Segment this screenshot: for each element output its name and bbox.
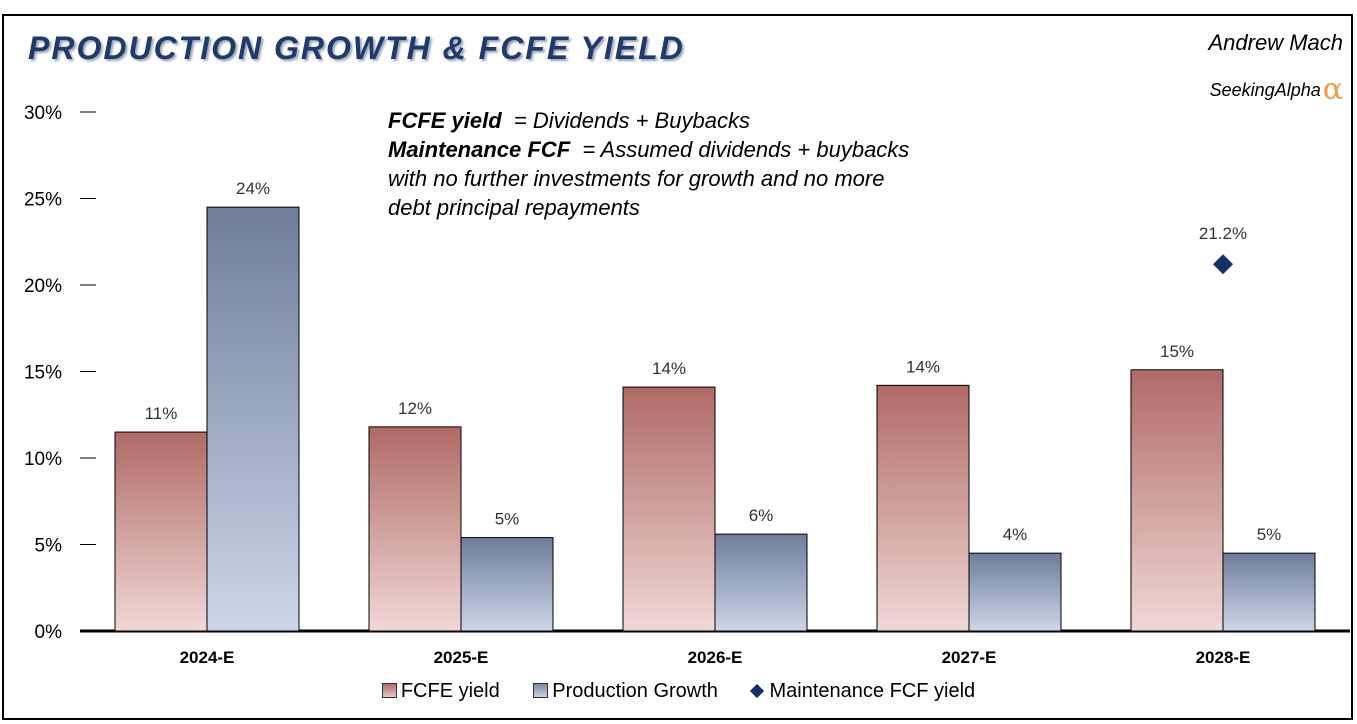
chart-title: PRODUCTION GROWTH & FCFE YIELD [28, 30, 685, 66]
data-label: 24% [236, 179, 270, 198]
brand-logo: SeekingAlphaα [1210, 72, 1343, 107]
legend-swatch-maintenance [749, 683, 764, 699]
bar-fcfe-yield [876, 384, 970, 632]
data-label: 11% [145, 404, 178, 423]
legend-label-maintenance: Maintenance FCF yield [769, 680, 976, 702]
data-label: 5% [1257, 525, 1282, 544]
y-tick-label: 25% [24, 190, 62, 211]
legend-swatch-fcfe [381, 683, 397, 698]
brand-name: SeekingAlpha [1209, 80, 1321, 100]
x-tick-label: 2024-E [180, 648, 235, 667]
x-tick-label: 2028-E [1196, 648, 1251, 667]
data-label: 6% [749, 506, 774, 525]
x-tick-label: 2026-E [688, 648, 743, 667]
bar-layer: 11% 24% 12% 5% 14% 6% 14% 4% 15% 5% 21.2% [114, 179, 1316, 632]
legend-item-maintenance: Maintenance FCF yield [749, 680, 976, 703]
y-tick-label: 0% [35, 622, 63, 643]
legend-item-production: Production Growth [533, 680, 718, 703]
alpha-icon: α [1322, 72, 1343, 107]
author-name: Andrew Mach [1208, 30, 1343, 55]
fcfe-definition: FCFE yield = Dividends + Buybacks [388, 106, 909, 135]
marker-maintenance-fcf-yield [1213, 254, 1233, 275]
y-tick-label: 5% [35, 536, 63, 557]
y-tick-label: 30% [24, 103, 62, 124]
data-label: 14% [652, 359, 686, 378]
maint-def-3: debt principal repayments [388, 195, 640, 220]
bar-production-growth [968, 552, 1062, 632]
data-label: 14% [906, 357, 940, 376]
data-label: 15% [1160, 342, 1194, 361]
definitions-note: FCFE yield = Dividends + Buybacks Mainte… [388, 106, 909, 222]
data-label: 5% [495, 510, 520, 529]
data-label: 12% [398, 399, 432, 418]
bar-production-growth [714, 533, 808, 632]
bar-fcfe-yield [1130, 369, 1224, 632]
data-label: 21.2% [1199, 224, 1247, 243]
x-tick-label: 2027-E [942, 648, 997, 667]
y-tick-label: 10% [24, 449, 62, 470]
legend-swatch-production [533, 683, 549, 698]
legend-item-fcfe: FCFE yield [381, 680, 500, 703]
bar-production-growth [206, 206, 300, 632]
y-tick-label: 15% [24, 363, 62, 384]
bar-fcfe-yield [368, 426, 462, 632]
data-label: 4% [1003, 525, 1028, 544]
bar-production-growth [1222, 552, 1316, 632]
maint-def-1: = Assumed dividends + buybacks [582, 137, 910, 162]
maint-term: Maintenance FCF [388, 137, 571, 162]
legend-label-production: Production Growth [552, 680, 718, 702]
bar-fcfe-yield [622, 386, 716, 632]
bar-production-growth [460, 537, 554, 632]
fcfe-def: = Dividends + Buybacks [513, 108, 750, 133]
legend: FCFE yield Production Growth Maintenance… [0, 680, 1357, 703]
legend-label-fcfe: FCFE yield [400, 680, 500, 702]
maint-def-2: with no further investments for growth a… [388, 166, 885, 191]
bar-fcfe-yield [114, 431, 208, 632]
maint-definition: Maintenance FCF = Assumed dividends + bu… [388, 135, 909, 164]
x-tick-label: 2025-E [434, 648, 489, 667]
fcfe-term: FCFE yield [388, 108, 502, 133]
y-tick-label: 20% [24, 276, 62, 297]
